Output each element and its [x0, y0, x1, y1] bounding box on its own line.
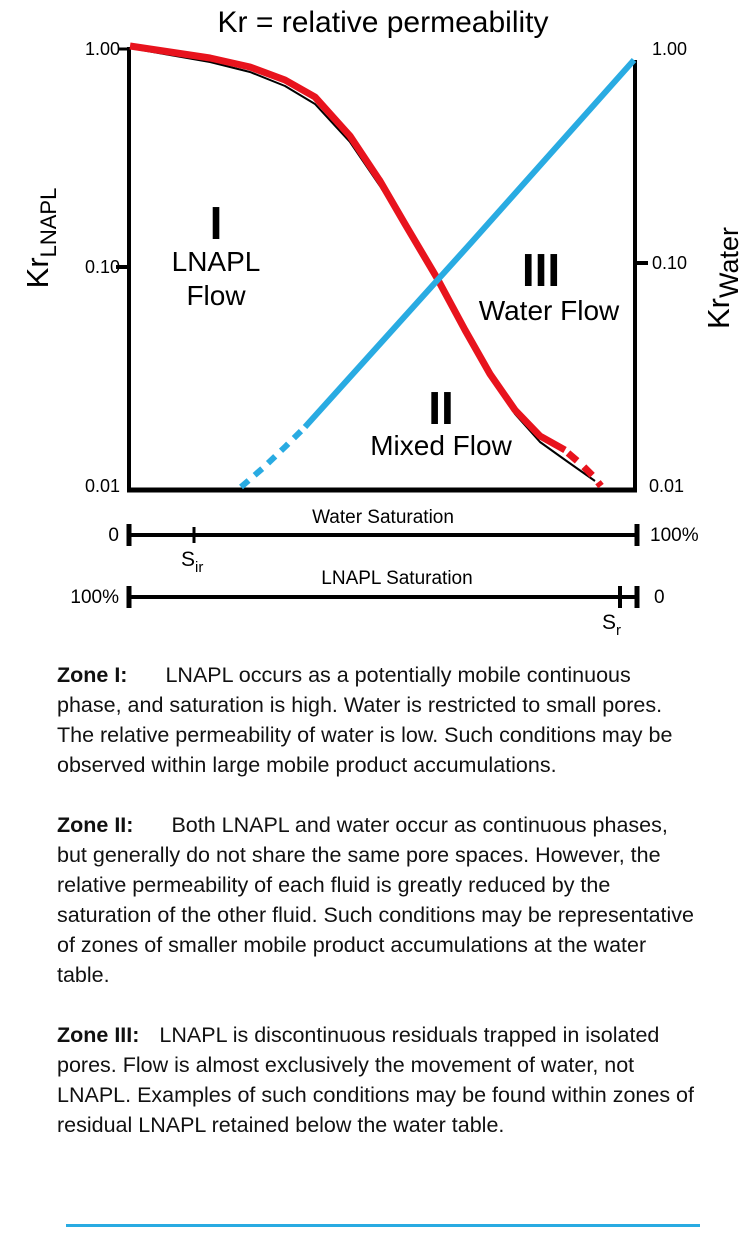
right-tick-0-01: 0.01 [649, 476, 685, 496]
right-axis-title-main: Kr [701, 298, 736, 330]
zone-3-numeral: III [521, 244, 561, 296]
zone-1-numeral: I [209, 197, 223, 249]
left-axis-title-sub: LNAPL [36, 187, 61, 258]
right-axis-title-sub: Water [714, 227, 744, 299]
left-axis-title: KrLNAPL [19, 158, 63, 318]
sr-marker-label: Sr [602, 611, 621, 643]
left-tick-0-01: 0.01 [84, 476, 120, 496]
zone-1-label-line2: Flow [186, 280, 246, 311]
zone-1-paragraph: Zone I: LNAPL occurs as a potentially mob… [57, 660, 697, 780]
right-axis-title: KrWater [701, 198, 745, 358]
lnapl-saturation-left-label: 100% [70, 587, 119, 608]
lnapl-saturation-right-label: 0 [654, 587, 665, 608]
zone-2-paragraph-label: Zone II: [57, 813, 134, 837]
sr-marker-sub: r [616, 622, 622, 639]
zone-2-label: Mixed Flow [370, 430, 512, 461]
sir-marker-label: Sir [181, 548, 203, 580]
left-axis-title-main: Kr [20, 257, 55, 289]
zone-1-paragraph-text: LNAPL occurs as a potentially mobile con… [57, 663, 673, 777]
zone-3-paragraph-label: Zone III: [57, 1023, 140, 1047]
zone-1-label-line1: LNAPL [171, 246, 261, 277]
zone-3-label: Water Flow [478, 295, 620, 326]
bottom-blue-rule [66, 1224, 700, 1227]
zone-2-paragraph: Zone II: Both LNAPL and water occur as co… [57, 810, 697, 990]
zone-3-paragraph: Zone III: LNAPL is discontinuous residual… [57, 1020, 697, 1140]
water-saturation-left-label: 0 [108, 525, 119, 546]
left-tick-1-00: 1.00 [84, 39, 120, 59]
sir-marker-main: S [181, 548, 196, 571]
chart-svg [116, 42, 648, 608]
sr-marker-main: S [602, 611, 617, 634]
water-curve-dashed [239, 424, 308, 490]
lnapl-curve-dashed [565, 450, 604, 489]
zone-2-paragraph-text: Both LNAPL and water occur as continuous… [57, 813, 695, 987]
lnapl-curve-solid [129, 42, 567, 454]
right-tick-0-10: 0.10 [652, 253, 688, 273]
zone-3-paragraph-text: LNAPL is discontinuous residuals trapped… [57, 1023, 694, 1137]
zone-1-paragraph-label: Zone I: [57, 663, 128, 687]
sir-marker-sub: ir [195, 559, 204, 576]
chart-title: Kr = relative permeability [217, 6, 549, 39]
water-curve-solid [302, 58, 637, 430]
zone-2-numeral: II [428, 382, 454, 434]
water-saturation-right-label: 100% [650, 525, 699, 546]
lnapl-saturation-title: LNAPL Saturation [321, 568, 473, 589]
zone-descriptions: Zone I: LNAPL occurs as a potentially mob… [57, 660, 697, 1170]
right-tick-1-00: 1.00 [652, 39, 688, 59]
left-tick-0-10: 0.10 [84, 257, 120, 277]
water-saturation-title: Water Saturation [312, 507, 454, 528]
